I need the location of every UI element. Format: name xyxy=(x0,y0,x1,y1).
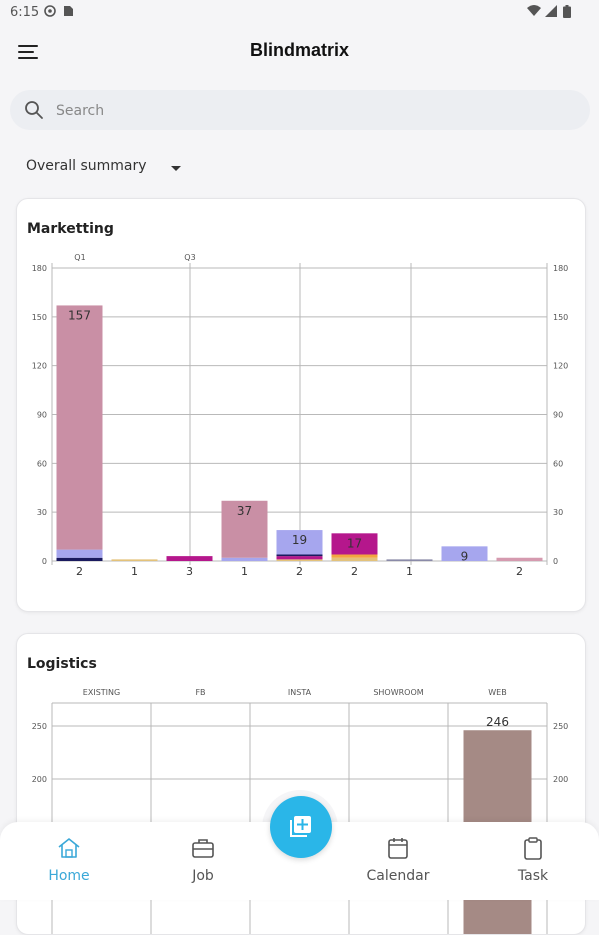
marketing-chart: 0 0 30 30 60 60 90 90 120 120 150 150 180 180 Q1 Q3 157 2… xyxy=(32,253,569,578)
y-tick-right: 180 xyxy=(553,264,568,273)
bar-segment xyxy=(331,533,378,555)
x-category-label: FB xyxy=(195,688,205,697)
bar-value-label: 9 xyxy=(461,549,469,563)
battery-icon xyxy=(563,5,571,18)
y-tick-left: 120 xyxy=(32,362,47,371)
y-tick-right: 60 xyxy=(553,459,563,468)
x-category-label: INSTA xyxy=(288,688,312,697)
marketing-card: Marketting 0 0 30 30 60 60 90 90 120 120 150 150 180… xyxy=(16,198,586,612)
bar-segment xyxy=(331,557,378,561)
search-input[interactable] xyxy=(54,90,578,132)
y-tick-right: 150 xyxy=(553,313,568,322)
y-tick-right: 200 xyxy=(553,775,568,784)
x-top-label: Q1 xyxy=(74,253,85,262)
app-title: Blindmatrix xyxy=(249,40,350,60)
bar-segment xyxy=(276,554,323,557)
bar-segment xyxy=(441,546,488,561)
bar-segment xyxy=(56,549,103,558)
bar-x-label: 3 xyxy=(186,565,193,578)
bar-value-label: 37 xyxy=(237,504,252,518)
x-category-label: EXISTING xyxy=(83,688,120,697)
home-icon xyxy=(58,838,80,858)
y-tick-right: 250 xyxy=(553,722,568,731)
summary-selected-value: Overall summary xyxy=(26,158,147,174)
y-tick-left: 30 xyxy=(37,508,47,517)
bar-segment xyxy=(276,559,323,561)
y-tick-left: 180 xyxy=(32,264,47,273)
menu-icon-line xyxy=(18,57,38,59)
briefcase-icon xyxy=(192,839,214,858)
bar-segment xyxy=(56,557,103,561)
menu-icon-line xyxy=(18,45,38,47)
bar-value-label: 157 xyxy=(68,308,91,322)
x-category-label: WEB xyxy=(488,688,506,697)
y-tick-right: 30 xyxy=(553,508,563,517)
chevron-down-icon xyxy=(171,166,181,171)
sim-card-icon xyxy=(64,6,73,16)
x-category-label: SHOWROOM xyxy=(373,688,423,697)
bar-x-label: 2 xyxy=(76,565,83,578)
bar-x-label: 2 xyxy=(351,565,358,578)
bar-x-label: 2 xyxy=(516,565,523,578)
x-top-label: Q3 xyxy=(184,253,195,262)
y-tick-left: 0 xyxy=(42,557,47,566)
bar-segment xyxy=(276,530,323,555)
wifi-icon xyxy=(527,5,541,16)
logistics-title: Logistics xyxy=(27,656,97,672)
nav-calendar[interactable]: Calendar xyxy=(353,836,443,884)
bar-segment xyxy=(221,500,268,558)
y-tick-right: 90 xyxy=(553,411,563,420)
search-bar xyxy=(10,90,590,132)
bar-segment xyxy=(56,305,103,550)
search-icon xyxy=(25,101,43,119)
bar-x-label: 1 xyxy=(131,565,138,578)
clipboard-icon xyxy=(524,837,542,860)
calendar-icon xyxy=(388,838,408,859)
nav-task-label: Task xyxy=(517,868,549,884)
bar-x-label: 2 xyxy=(296,565,303,578)
nav-home-label: Home xyxy=(48,868,90,884)
nav-job-label: Job xyxy=(192,868,214,884)
nav-task[interactable]: Task xyxy=(488,836,578,884)
y-tick-left: 250 xyxy=(32,722,47,731)
add-icon xyxy=(290,816,311,837)
menu-icon-line xyxy=(18,51,34,53)
sync-status-icon xyxy=(44,5,56,17)
bar-x-label: 1 xyxy=(241,565,248,578)
status-time: 6:15 xyxy=(10,5,40,20)
y-tick-right: 120 xyxy=(553,362,568,371)
y-tick-left: 150 xyxy=(32,313,47,322)
status-bar: 6:15 xyxy=(0,0,599,26)
marketing-title: Marketting xyxy=(27,221,114,237)
bar-segment xyxy=(276,556,323,560)
summary-dropdown[interactable]: Overall summary xyxy=(26,158,181,182)
nav-job[interactable]: Job xyxy=(158,836,248,884)
bar-segment xyxy=(331,554,378,558)
bar-value-label: 19 xyxy=(292,533,307,547)
signal-icon xyxy=(545,5,557,17)
nav-calendar-label: Calendar xyxy=(366,868,430,884)
bar-value-label: 246 xyxy=(486,715,509,729)
bar-x-label: 1 xyxy=(406,565,413,578)
nav-home[interactable]: Home xyxy=(24,836,114,884)
y-tick-right: 0 xyxy=(553,557,558,566)
y-tick-left: 200 xyxy=(32,775,47,784)
add-job-fab[interactable] xyxy=(270,796,332,858)
bar-segment xyxy=(221,557,268,561)
bar-segment xyxy=(166,556,213,561)
menu-button[interactable] xyxy=(14,40,42,64)
y-tick-left: 90 xyxy=(37,411,47,420)
bar-segment xyxy=(111,559,158,561)
y-tick-left: 60 xyxy=(37,459,47,468)
app-bar: Blindmatrix xyxy=(0,26,599,78)
bar-segment xyxy=(496,557,543,561)
bar-value-label: 17 xyxy=(347,536,362,550)
bar-segment xyxy=(386,559,433,561)
